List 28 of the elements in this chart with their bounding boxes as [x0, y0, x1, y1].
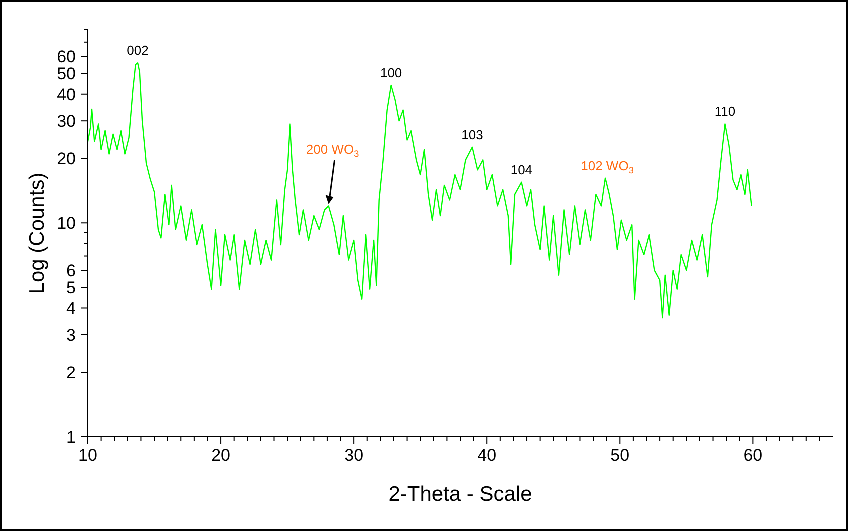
annotation: 103	[462, 127, 484, 142]
y-tick-label: 30	[57, 112, 76, 132]
y-tick-label: 4	[66, 299, 76, 318]
y-tick-label: 40	[57, 85, 76, 104]
y-tick-label: 20	[57, 150, 76, 169]
y-tick-label: 50	[57, 64, 76, 84]
y-tick-label: 60	[57, 48, 76, 67]
line-series	[87, 62, 752, 319]
x-tick-label: 10	[78, 446, 98, 465]
x-tick-label: 50	[610, 446, 630, 465]
annotation: 102 WO$_{3}$	[581, 158, 634, 176]
y-tick-label: 6	[66, 262, 76, 281]
annotation: 100	[380, 66, 402, 81]
y-tick-label: 1	[66, 428, 76, 447]
x-tick-label: 40	[478, 446, 497, 465]
y-axis-title: Log (Counts)	[26, 172, 49, 294]
annotation: 104	[510, 162, 533, 178]
y-tick-label: 2	[66, 364, 76, 383]
y-tick-label: 10	[57, 214, 76, 234]
y-tick-label: 3	[66, 326, 76, 345]
x-tick-label: 60	[744, 446, 763, 465]
x-tick-label: 30	[344, 446, 364, 465]
annotation: 002	[127, 43, 149, 58]
annotation: 200 WO$_{3}$	[306, 142, 360, 159]
x-tick-label: 20	[212, 446, 230, 465]
x-axis-title: 2-Theta - Scale	[388, 483, 532, 506]
y-tick-label: 5	[66, 278, 76, 298]
annotation: 110	[714, 104, 736, 120]
